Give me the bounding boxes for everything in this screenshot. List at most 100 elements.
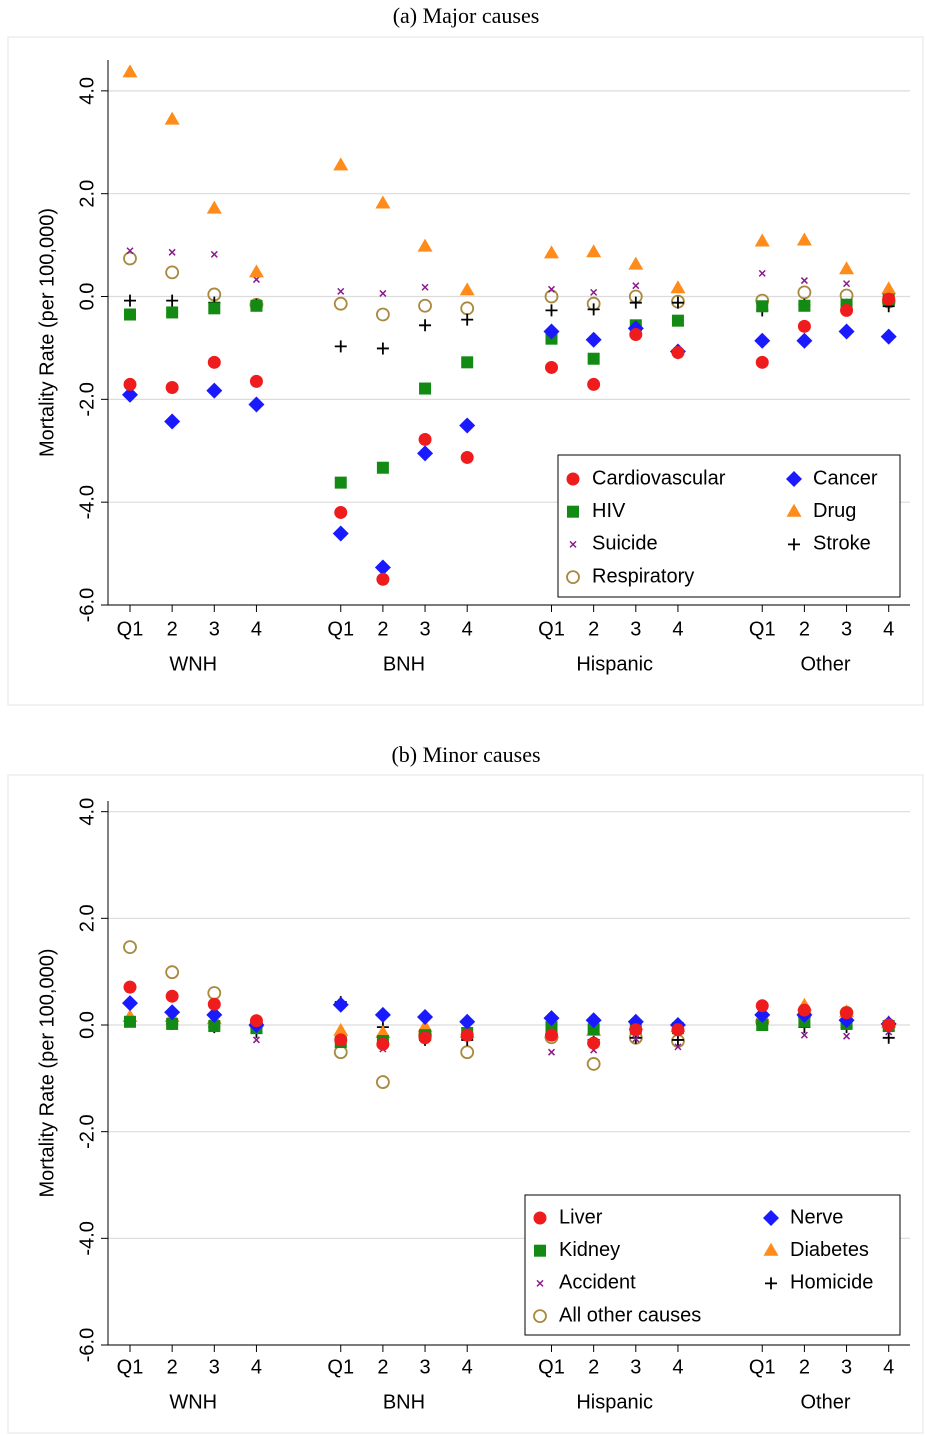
point — [629, 1023, 643, 1037]
y-tick-label: -6.0 — [76, 588, 98, 622]
point — [207, 355, 221, 369]
point — [587, 377, 601, 391]
point — [334, 340, 347, 353]
point — [417, 238, 433, 252]
point — [333, 157, 349, 171]
point — [460, 301, 475, 316]
point — [249, 374, 263, 388]
legend-label: Respiratory — [592, 565, 694, 587]
legend-marker — [786, 471, 802, 487]
point — [337, 287, 345, 295]
point — [123, 940, 137, 955]
x-tick-label: 3 — [841, 1356, 852, 1378]
x-tick-label: 2 — [799, 618, 810, 640]
point — [461, 356, 474, 369]
point — [545, 360, 558, 374]
point — [208, 302, 221, 315]
point — [165, 989, 179, 1003]
point — [334, 505, 348, 519]
point — [755, 999, 769, 1013]
point — [671, 346, 685, 360]
legend-label: Cancer — [813, 467, 878, 489]
x-tick-label: 4 — [672, 618, 683, 640]
point — [207, 997, 221, 1011]
point — [123, 377, 137, 391]
point — [417, 1009, 434, 1025]
point — [164, 111, 180, 125]
point — [798, 299, 811, 312]
point — [376, 1037, 390, 1051]
x-tick-label: 4 — [462, 618, 473, 640]
y-tick-label: -4.0 — [76, 1221, 98, 1255]
y-tick-label: 0.0 — [76, 1011, 98, 1039]
point — [379, 289, 387, 297]
point — [800, 277, 808, 285]
point — [375, 307, 390, 322]
point — [586, 244, 602, 258]
legend-marker — [536, 1279, 544, 1287]
point — [249, 1014, 263, 1028]
group-label: BNH — [383, 653, 425, 675]
x-tick-label: 4 — [883, 1356, 894, 1378]
y-tick-label: 0.0 — [76, 283, 98, 311]
point — [126, 247, 134, 255]
point — [165, 381, 179, 395]
point — [758, 269, 766, 277]
point — [333, 1022, 349, 1036]
x-tick-label: Q1 — [538, 618, 565, 640]
legend-marker — [566, 570, 580, 584]
point — [756, 300, 769, 313]
x-tick-label: 2 — [588, 618, 599, 640]
point — [587, 1036, 601, 1050]
group-label: Other — [800, 1391, 850, 1413]
point — [587, 1023, 600, 1036]
legend-label: All other causes — [559, 1304, 701, 1326]
point — [460, 450, 474, 464]
legend-marker — [567, 505, 579, 518]
point — [418, 298, 432, 313]
point — [671, 296, 684, 309]
point — [755, 355, 769, 369]
legend-label: Homicide — [790, 1272, 873, 1294]
x-tick-label: 4 — [251, 1356, 262, 1378]
point — [417, 445, 434, 462]
point — [543, 323, 560, 340]
point — [586, 1057, 601, 1071]
y-axis-label: Mortality Rate (per 100,000) — [36, 948, 58, 1197]
point — [545, 1028, 558, 1042]
point — [545, 304, 558, 317]
point — [754, 332, 771, 349]
point — [168, 248, 176, 256]
point — [459, 417, 476, 434]
point — [248, 264, 264, 278]
point — [587, 352, 600, 365]
group-label: Hispanic — [576, 1391, 653, 1413]
y-tick-label: -2.0 — [76, 382, 98, 416]
point — [334, 1033, 348, 1047]
point — [207, 986, 222, 1000]
legend-label: HIV — [592, 500, 626, 522]
panel-frame — [7, 36, 924, 706]
legend-label: Cardiovascular — [592, 467, 726, 489]
point — [796, 232, 812, 246]
x-tick-label: Q1 — [327, 618, 354, 640]
point — [124, 308, 136, 321]
legend-label: Stroke — [813, 533, 871, 555]
point — [206, 1006, 223, 1023]
group-label: Hispanic — [576, 653, 653, 675]
point — [165, 265, 180, 280]
point — [843, 280, 851, 288]
point — [754, 233, 770, 247]
x-tick-label: 2 — [799, 1356, 810, 1378]
point — [671, 1023, 685, 1037]
group-label: BNH — [383, 1391, 425, 1413]
point — [206, 200, 222, 214]
point — [882, 1018, 896, 1032]
group-label: Other — [800, 653, 850, 675]
point — [208, 1020, 221, 1033]
x-tick-label: 4 — [251, 618, 262, 640]
legend-marker — [763, 1242, 779, 1256]
point — [797, 285, 812, 300]
point — [632, 282, 640, 290]
point — [164, 413, 181, 430]
